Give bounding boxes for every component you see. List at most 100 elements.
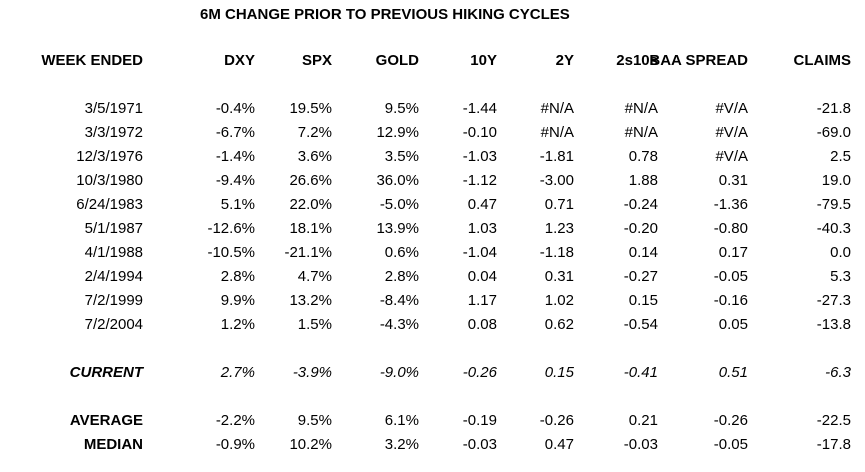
cell-2y: 0.31 xyxy=(544,268,574,285)
cell-spx: 4.7% xyxy=(297,268,332,285)
cell-spx: 22.0% xyxy=(289,196,332,213)
cell-baa-spread: 0.17 xyxy=(718,244,748,261)
cell-baa-spread: #V/A xyxy=(715,100,748,117)
header-row: WEEK ENDED DXY SPX GOLD 10Y 2Y 2s10s BAA SPREAD… xyxy=(0,50,865,72)
cell-10y: -1.03 xyxy=(462,148,497,165)
current-row: CURRENT 2.7% -3.9% -9.0% -0.26 0.15 -0.41 0.51 -… xyxy=(0,362,865,384)
cell-2s10s: 0.78 xyxy=(628,148,658,165)
cell-label: 6/24/1983 xyxy=(76,196,143,213)
cell-dxy: -12.6% xyxy=(207,220,255,237)
cell-dxy: 5.1% xyxy=(220,196,255,213)
table-row: 3/3/1972 -6.7% 7.2% 12.9% -0.10 #N/A #N/A #V/A -… xyxy=(0,122,865,144)
cell-10y: 0.04 xyxy=(467,268,497,285)
cell-spx: SPX xyxy=(301,52,332,69)
cell-2y: #N/A xyxy=(540,124,574,141)
cell-dxy: 2.8% xyxy=(220,268,255,285)
table-row: 2/4/1994 2.8% 4.7% 2.8% 0.04 0.31 -0.27 -0.05 5.… xyxy=(0,266,865,288)
cell-label: CURRENT xyxy=(69,364,143,381)
cell-dxy: -9.4% xyxy=(215,172,255,189)
cell-baa-spread: 0.05 xyxy=(718,316,748,333)
cell-spx: 7.2% xyxy=(297,124,332,141)
cell-2s10s: 2s10s xyxy=(616,52,658,69)
cell-10y: 1.17 xyxy=(467,292,497,309)
median-row: MEDIAN -0.9% 10.2% 3.2% -0.03 0.47 -0.03 -0.05 -… xyxy=(0,434,865,456)
cell-label: AVERAGE xyxy=(69,412,143,429)
cell-claims: -69.0 xyxy=(816,124,851,141)
cell-label: 2/4/1994 xyxy=(84,268,143,285)
cell-dxy: DXY xyxy=(224,52,255,69)
cell-dxy: -0.4% xyxy=(215,100,255,117)
cell-2s10s: -0.20 xyxy=(623,220,658,237)
cell-baa-spread: -0.80 xyxy=(713,220,748,237)
cell-spx: 10.2% xyxy=(289,436,332,453)
cell-2s10s: 0.21 xyxy=(628,412,658,429)
table-row: 3/5/1971 -0.4% 19.5% 9.5% -1.44 #N/A #N/A #V/A -… xyxy=(0,98,865,120)
cell-spx: 1.5% xyxy=(297,316,332,333)
cell-2y: 0.47 xyxy=(544,436,574,453)
cell-label: 10/3/1980 xyxy=(76,172,143,189)
cell-2s10s: -0.27 xyxy=(623,268,658,285)
cell-baa-spread: -0.26 xyxy=(713,412,748,429)
cell-gold: GOLD xyxy=(375,52,419,69)
table-row: 7/2/2004 1.2% 1.5% -4.3% 0.08 0.62 -0.54 0.05 -1… xyxy=(0,314,865,336)
cell-gold: 6.1% xyxy=(384,412,419,429)
cell-2y: -3.00 xyxy=(539,172,574,189)
cell-label: MEDIAN xyxy=(83,436,143,453)
cell-claims: -79.5 xyxy=(816,196,851,213)
cell-spx: 9.5% xyxy=(297,412,332,429)
cell-10y: -1.12 xyxy=(462,172,497,189)
cell-label: 4/1/1988 xyxy=(84,244,143,261)
table-row: 10/3/1980 -9.4% 26.6% 36.0% -1.12 -3.00 1.88 0.… xyxy=(0,170,865,192)
cell-2y: 0.15 xyxy=(544,364,574,381)
cell-2s10s: -0.03 xyxy=(623,436,658,453)
cell-label: 3/3/1972 xyxy=(84,124,143,141)
cell-2y: 1.02 xyxy=(544,292,574,309)
cell-gold: 36.0% xyxy=(376,172,419,189)
cell-gold: -5.0% xyxy=(379,196,419,213)
cell-2s10s: 0.15 xyxy=(628,292,658,309)
cell-gold: 2.8% xyxy=(384,268,419,285)
cell-dxy: -2.2% xyxy=(215,412,255,429)
cell-gold: 9.5% xyxy=(384,100,419,117)
cell-2y: -0.26 xyxy=(539,412,574,429)
cell-label: 7/2/1999 xyxy=(84,292,143,309)
cell-10y: -0.03 xyxy=(462,436,497,453)
cell-baa-spread: #V/A xyxy=(715,124,748,141)
table-row: 4/1/1988 -10.5% -21.1% 0.6% -1.04 -1.18 0.14 0.… xyxy=(0,242,865,264)
table-row: 6/24/1983 5.1% 22.0% -5.0% 0.47 0.71 -0.24 -1.3… xyxy=(0,194,865,216)
cell-gold: 13.9% xyxy=(376,220,419,237)
cell-baa-spread: BAA SPREAD xyxy=(649,52,748,69)
cell-claims: -13.8 xyxy=(816,316,851,333)
cell-baa-spread: -0.05 xyxy=(713,268,748,285)
cell-claims: 19.0 xyxy=(821,172,851,189)
cell-claims: -17.8 xyxy=(816,436,851,453)
cell-dxy: -0.9% xyxy=(215,436,255,453)
cell-gold: 12.9% xyxy=(376,124,419,141)
cell-label: 12/3/1976 xyxy=(76,148,143,165)
cell-label: 7/2/2004 xyxy=(84,316,143,333)
table-row: 7/2/1999 9.9% 13.2% -8.4% 1.17 1.02 0.15 -0.16 -… xyxy=(0,290,865,312)
cell-10y: -0.19 xyxy=(462,412,497,429)
cell-2s10s: 0.14 xyxy=(628,244,658,261)
cell-2s10s: -0.24 xyxy=(623,196,658,213)
cell-10y: -1.44 xyxy=(462,100,497,117)
cell-10y: 10Y xyxy=(470,52,497,69)
cell-baa-spread: -1.36 xyxy=(713,196,748,213)
cell-spx: -21.1% xyxy=(284,244,332,261)
cell-claims: -6.3 xyxy=(825,364,851,381)
cell-gold: 3.2% xyxy=(384,436,419,453)
cell-baa-spread: 0.31 xyxy=(718,172,748,189)
cell-label: 5/1/1987 xyxy=(84,220,143,237)
cell-claims: -27.3 xyxy=(816,292,851,309)
cell-dxy: -6.7% xyxy=(215,124,255,141)
cell-claims: -21.8 xyxy=(816,100,851,117)
cell-2y: 0.62 xyxy=(544,316,574,333)
cell-spx: 19.5% xyxy=(289,100,332,117)
cell-2s10s: #N/A xyxy=(624,100,658,117)
cell-10y: 0.08 xyxy=(467,316,497,333)
cell-baa-spread: -0.16 xyxy=(713,292,748,309)
cell-label: 3/5/1971 xyxy=(84,100,143,117)
cell-claims: 5.3 xyxy=(830,268,851,285)
cell-label: WEEK ENDED xyxy=(41,52,143,69)
cell-gold: -8.4% xyxy=(379,292,419,309)
